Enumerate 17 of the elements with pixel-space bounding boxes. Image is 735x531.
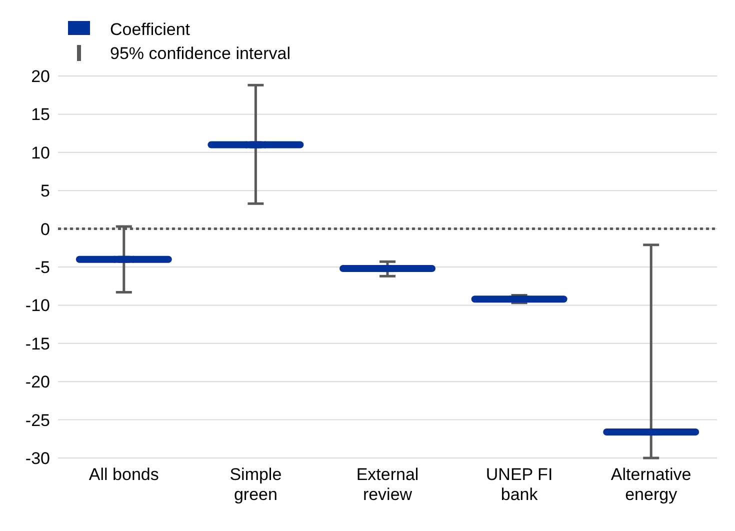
x-tick-label: All bonds: [88, 465, 159, 484]
y-tick-label: -5: [34, 258, 50, 278]
y-tick-label: -15: [25, 334, 50, 354]
text: 95% confidence interval: [109, 43, 292, 65]
x-tick-label: UNEP FI bank: [486, 465, 553, 504]
y-tick-label: -30: [25, 449, 50, 468]
x-tick-label: Simple green: [230, 465, 282, 504]
y-tick-label: 10: [31, 143, 50, 162]
x-tick-label: External review: [356, 465, 419, 504]
y-tick-label: 15: [31, 105, 50, 124]
y-tick-label: -25: [25, 410, 50, 430]
y-tick-label: 5: [40, 182, 50, 201]
y-tick-label: -20: [25, 372, 50, 392]
y-tick-label: 0: [40, 220, 50, 239]
y-tick-label: 20: [31, 67, 50, 86]
y-tick-label: -10: [25, 296, 50, 316]
x-tick-label: Alternative energy: [610, 465, 692, 504]
